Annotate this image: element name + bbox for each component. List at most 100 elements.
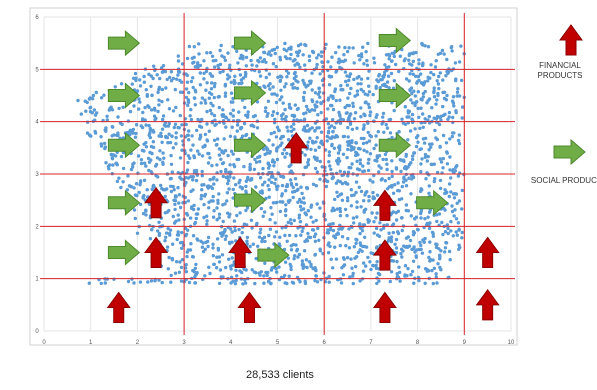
data-point — [457, 60, 462, 64]
data-point — [285, 125, 289, 129]
data-point — [192, 155, 197, 160]
data-point — [232, 176, 236, 180]
data-point — [372, 61, 377, 65]
social-product-arrow — [257, 242, 290, 269]
data-point — [298, 65, 302, 70]
data-point — [338, 243, 342, 248]
data-point — [335, 207, 340, 211]
data-point — [304, 238, 309, 242]
data-point — [427, 148, 431, 152]
data-point — [285, 151, 289, 156]
data-point — [166, 226, 170, 231]
data-point — [437, 74, 441, 79]
data-point — [317, 90, 322, 94]
data-point — [262, 235, 267, 239]
data-point — [243, 281, 248, 285]
data-point — [199, 193, 204, 198]
data-point — [444, 141, 449, 145]
data-point — [359, 82, 363, 86]
data-point — [111, 163, 115, 167]
data-point — [133, 193, 138, 197]
data-point — [363, 92, 367, 96]
data-point — [335, 69, 339, 73]
data-point — [109, 152, 114, 157]
data-point — [430, 106, 434, 110]
data-point — [250, 123, 254, 127]
data-point — [297, 213, 302, 217]
data-point — [205, 184, 210, 189]
data-point — [249, 58, 253, 63]
data-point — [390, 185, 394, 189]
data-point — [173, 122, 178, 127]
data-point — [310, 71, 314, 75]
data-point — [226, 118, 231, 122]
data-point — [276, 145, 280, 149]
data-point — [325, 172, 329, 177]
data-point — [433, 65, 438, 69]
data-point — [450, 134, 454, 139]
data-point — [303, 281, 308, 286]
data-point — [198, 83, 203, 87]
data-point — [412, 281, 416, 285]
data-point — [204, 240, 208, 244]
x-tick-label: 9 — [463, 340, 467, 346]
data-point — [352, 77, 356, 82]
data-point — [225, 199, 229, 203]
data-point — [457, 94, 462, 98]
data-point — [210, 186, 215, 191]
data-point — [367, 105, 371, 110]
data-point — [306, 158, 311, 162]
data-point — [391, 210, 395, 214]
data-point — [292, 218, 296, 223]
data-point — [180, 240, 184, 245]
data-point — [392, 79, 396, 83]
data-point — [205, 219, 209, 223]
data-point — [298, 197, 302, 202]
data-point — [185, 133, 190, 138]
data-point — [186, 98, 190, 102]
data-point — [202, 71, 206, 76]
data-point — [337, 57, 341, 61]
data-point — [460, 207, 464, 211]
data-point — [311, 182, 316, 186]
data-point — [342, 170, 347, 174]
data-point — [287, 105, 292, 110]
data-point — [190, 255, 195, 259]
data-point — [354, 180, 359, 184]
data-point — [271, 62, 276, 66]
data-point — [253, 157, 257, 162]
data-point — [315, 136, 319, 140]
data-point — [413, 94, 417, 98]
data-point — [127, 184, 132, 188]
data-point — [280, 183, 285, 188]
data-point — [381, 115, 385, 119]
data-point — [187, 90, 191, 95]
data-point — [366, 168, 371, 173]
data-point — [231, 108, 235, 112]
data-point — [425, 223, 429, 227]
data-point — [133, 71, 138, 76]
data-point — [105, 118, 110, 122]
data-point — [326, 122, 331, 126]
data-point — [251, 114, 256, 119]
data-point — [156, 90, 160, 95]
data-point — [361, 141, 366, 146]
data-point — [327, 126, 331, 130]
data-point — [110, 125, 115, 129]
data-point — [372, 146, 376, 151]
data-point — [435, 242, 439, 247]
data-point — [103, 281, 108, 285]
data-point — [426, 215, 430, 219]
data-point — [231, 96, 235, 101]
data-point — [157, 233, 161, 238]
data-point — [414, 254, 418, 258]
data-point — [196, 149, 200, 153]
data-point — [421, 125, 425, 129]
data-point — [451, 234, 455, 238]
data-point — [419, 147, 423, 151]
data-point — [126, 119, 131, 123]
data-point — [228, 212, 232, 216]
data-point — [235, 49, 239, 53]
data-point — [309, 203, 314, 207]
data-point — [410, 91, 414, 96]
